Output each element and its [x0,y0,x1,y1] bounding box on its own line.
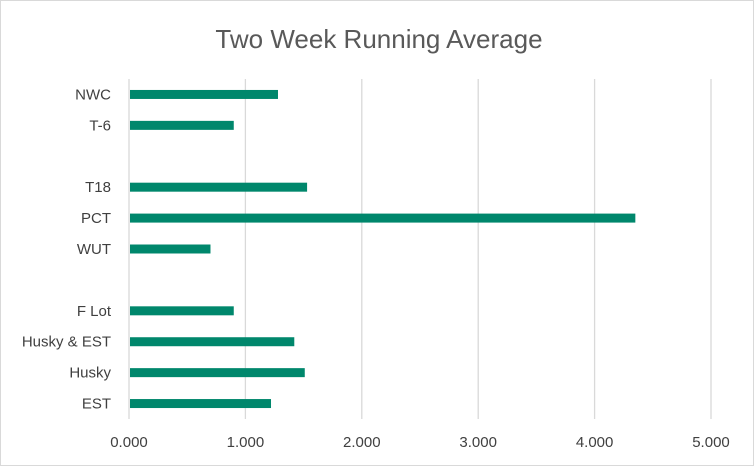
x-tick-label: 4.000 [576,434,614,451]
bar [130,244,211,254]
category-label: NWC [75,86,111,103]
category-label: EST [82,396,111,413]
bar [130,399,272,409]
gridlines [244,79,712,419]
bar [130,120,234,130]
bar [130,306,234,316]
x-tick-label: 3.000 [459,434,497,451]
category-labels: NWC T-6 T18 PCT WUT F Lot Husky & EST Husky EST [22,86,112,412]
bar [130,182,308,192]
category-label: F Lot [77,303,112,320]
bar [130,89,278,99]
bar [130,213,636,223]
x-tick-label: 0.000 [110,434,148,451]
category-label: PCT [81,210,111,227]
bar [130,368,305,378]
category-label: T-6 [89,117,111,134]
bar [130,337,295,347]
bars [130,89,636,409]
chart-title: Two Week Running Average [215,24,542,54]
value-axis-tick-labels: 0.000 1.000 2.000 3.000 4.000 5.000 [110,434,730,451]
x-tick-label: 5.000 [692,434,730,451]
category-label: T18 [85,179,111,196]
x-tick-label: 1.000 [227,434,265,451]
category-label: WUT [77,241,111,258]
category-label: Husky [69,365,111,382]
x-tick-label: 2.000 [343,434,381,451]
category-label: Husky & EST [22,334,111,351]
